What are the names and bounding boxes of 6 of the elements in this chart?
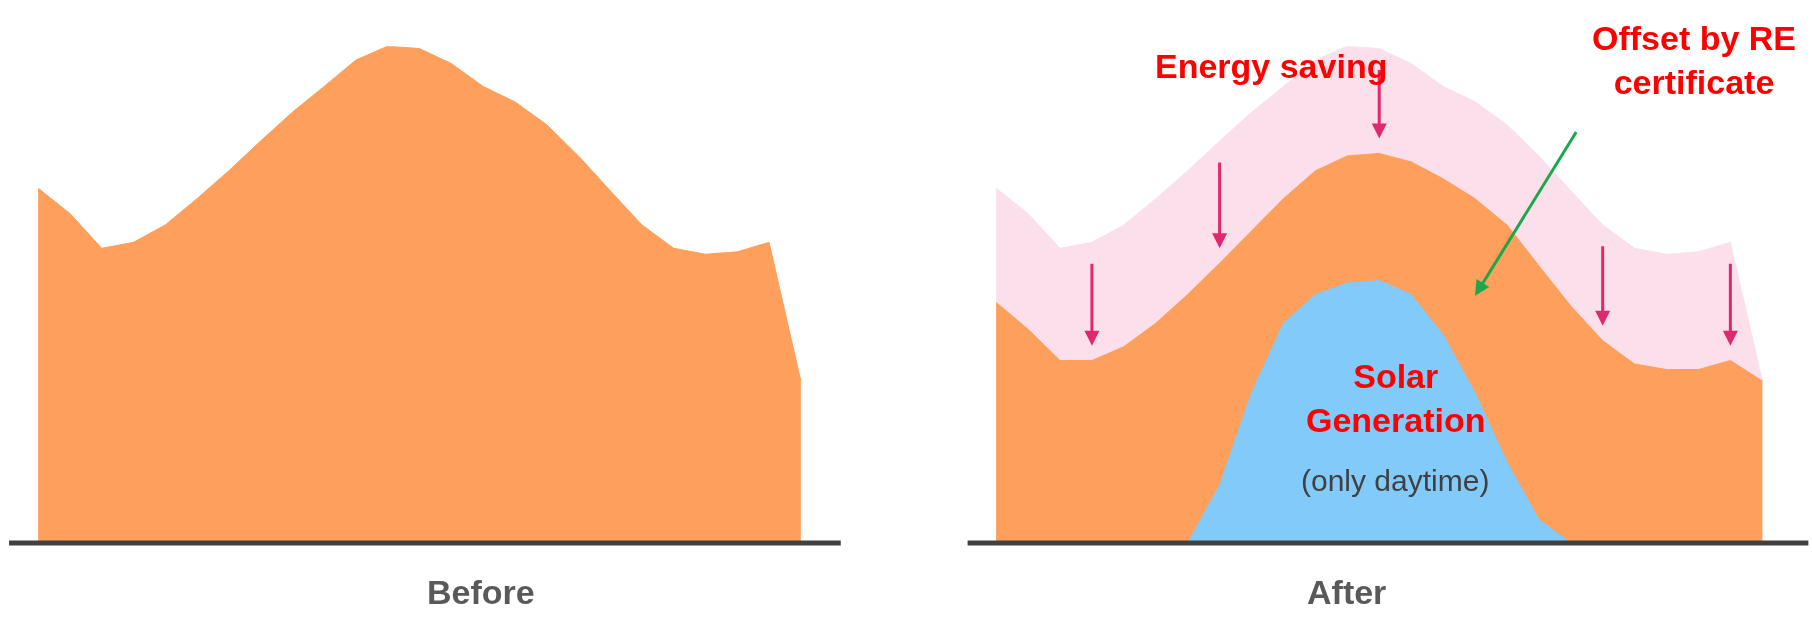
text: After	[1307, 573, 1387, 611]
annotation: (only daytime)	[1301, 464, 1490, 497]
text: Before	[427, 573, 535, 611]
annotation: Solar Generation	[1306, 357, 1486, 440]
annotation: Offset by RE certificate	[1592, 19, 1797, 102]
annotation: Energy saving	[1155, 47, 1388, 85]
